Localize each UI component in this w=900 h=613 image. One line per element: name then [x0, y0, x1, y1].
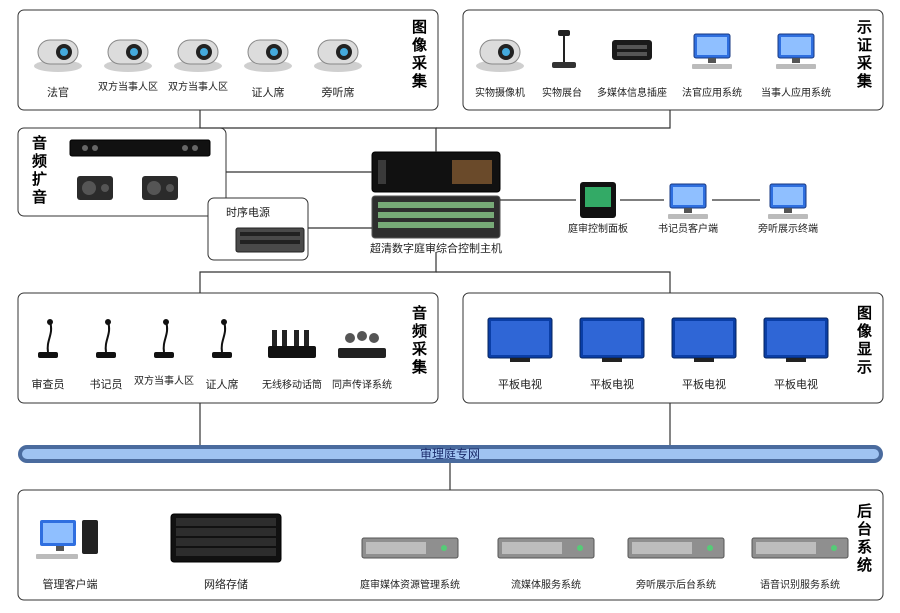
svg-text:管理客户端: 管理客户端 — [43, 577, 98, 591]
svg-text:证: 证 — [857, 36, 872, 54]
svg-text:法官: 法官 — [47, 85, 69, 99]
evidence-cam: 实物摄像机 — [475, 40, 525, 99]
svg-text:频: 频 — [412, 322, 427, 340]
svg-text:音: 音 — [32, 134, 47, 152]
svg-text:图: 图 — [412, 19, 427, 36]
svg-text:庭审控制面板: 庭审控制面板 — [568, 222, 628, 235]
court-control-panel: 庭审控制面板 — [568, 182, 628, 235]
svg-text:后: 后 — [857, 503, 872, 520]
svg-text:时序电源: 时序电源 — [226, 205, 270, 219]
speaker-left — [77, 176, 113, 200]
svg-text:扩: 扩 — [32, 170, 47, 188]
clerk-client: 书记员客户端 — [658, 184, 718, 235]
svg-text:实物摄像机: 实物摄像机 — [475, 86, 525, 99]
svg-text:像: 像 — [412, 36, 428, 54]
svg-text:语音识别服务系统: 语音识别服务系统 — [760, 578, 840, 591]
svg-text:双方当事人区: 双方当事人区 — [134, 374, 194, 387]
svg-text:旁听展示终端: 旁听展示终端 — [758, 222, 818, 235]
svg-text:证人席: 证人席 — [206, 377, 239, 391]
svg-text:图: 图 — [857, 305, 872, 322]
amplifier-unit — [70, 140, 210, 156]
svg-text:集: 集 — [411, 72, 428, 90]
svg-text:书记员: 书记员 — [90, 378, 123, 391]
image-display-title: 图 像 显 示 — [857, 305, 873, 376]
svg-text:多媒体信息插座: 多媒体信息插座 — [597, 86, 667, 99]
svg-text:流媒体服务系统: 流媒体服务系统 — [511, 578, 581, 591]
central-controller: 超清数字庭审综合控制主机 — [370, 152, 502, 255]
svg-text:采: 采 — [411, 340, 428, 358]
svg-text:音: 音 — [32, 188, 47, 206]
svg-text:审理庭专网: 审理庭专网 — [420, 446, 480, 461]
svg-text:示: 示 — [857, 19, 872, 36]
svg-text:庭审媒体资源管理系统: 庭审媒体资源管理系统 — [360, 578, 460, 591]
image-capture-box — [18, 10, 438, 110]
image-capture-title: 图 像 采 集 — [411, 19, 428, 90]
network-bar: 审理庭专网 — [18, 445, 883, 463]
speaker-right — [142, 176, 178, 200]
svg-text:法官应用系统: 法官应用系统 — [682, 86, 742, 99]
svg-text:平板电视: 平板电视 — [774, 377, 818, 391]
svg-text:显: 显 — [857, 341, 872, 358]
svg-text:双方当事人区: 双方当事人区 — [168, 80, 228, 93]
svg-text:平板电视: 平板电视 — [590, 377, 634, 391]
svg-text:像: 像 — [857, 322, 873, 340]
gallery-display-terminal: 旁听展示终端 — [758, 184, 818, 235]
svg-text:证人席: 证人席 — [252, 85, 285, 99]
svg-text:实物展台: 实物展台 — [542, 86, 582, 99]
svg-text:频: 频 — [32, 152, 47, 170]
svg-text:旁听展示后台系统: 旁听展示后台系统 — [636, 578, 716, 591]
svg-text:示: 示 — [857, 359, 872, 376]
svg-text:集: 集 — [856, 72, 873, 90]
svg-text:网络存储: 网络存储 — [204, 577, 248, 591]
svg-text:系: 系 — [857, 539, 872, 556]
evidence-capture-title: 示 证 采 集 — [856, 19, 873, 90]
svg-text:审查员: 审查员 — [32, 377, 65, 391]
svg-text:统: 统 — [857, 556, 872, 574]
svg-text:音: 音 — [412, 304, 427, 322]
svg-text:台: 台 — [857, 520, 872, 538]
svg-text:无线移动话筒: 无线移动话筒 — [262, 378, 322, 391]
svg-text:平板电视: 平板电视 — [682, 377, 726, 391]
diagram-canvas: 图 像 采 集 示 证 采 集 音 频 扩 音 音 频 采 集 图 像 显 示 … — [0, 0, 900, 613]
svg-text:双方当事人区: 双方当事人区 — [98, 80, 158, 93]
svg-text:采: 采 — [411, 54, 428, 72]
svg-text:集: 集 — [411, 358, 428, 376]
svg-text:书记员客户端: 书记员客户端 — [658, 222, 718, 235]
svg-text:平板电视: 平板电视 — [498, 377, 542, 391]
backend-title: 后 台 系 统 — [857, 503, 872, 574]
svg-text:采: 采 — [856, 54, 873, 72]
svg-text:当事人应用系统: 当事人应用系统 — [761, 86, 831, 99]
svg-text:旁听席: 旁听席 — [322, 85, 355, 99]
svg-text:同声传译系统: 同声传译系统 — [332, 378, 392, 391]
